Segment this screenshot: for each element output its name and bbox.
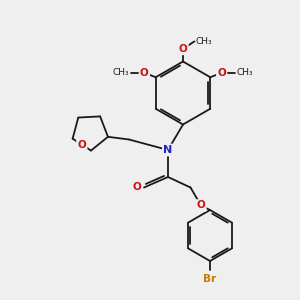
Text: O: O: [133, 182, 142, 193]
Text: O: O: [178, 44, 188, 54]
Text: O: O: [140, 68, 149, 78]
Text: N: N: [164, 145, 172, 155]
Text: CH₃: CH₃: [196, 37, 212, 46]
Text: O: O: [133, 182, 142, 193]
Text: O: O: [140, 68, 149, 78]
Text: CH₃: CH₃: [237, 68, 253, 77]
Text: Br: Br: [203, 274, 217, 284]
Text: O: O: [196, 200, 206, 211]
Text: O: O: [178, 44, 188, 54]
Text: O: O: [77, 140, 86, 150]
Text: O: O: [217, 68, 226, 78]
Text: O: O: [217, 68, 226, 78]
Text: N: N: [164, 145, 172, 155]
Text: Br: Br: [203, 274, 217, 284]
Text: CH₃: CH₃: [113, 68, 129, 77]
Text: O: O: [196, 200, 206, 211]
Text: O: O: [77, 140, 86, 150]
